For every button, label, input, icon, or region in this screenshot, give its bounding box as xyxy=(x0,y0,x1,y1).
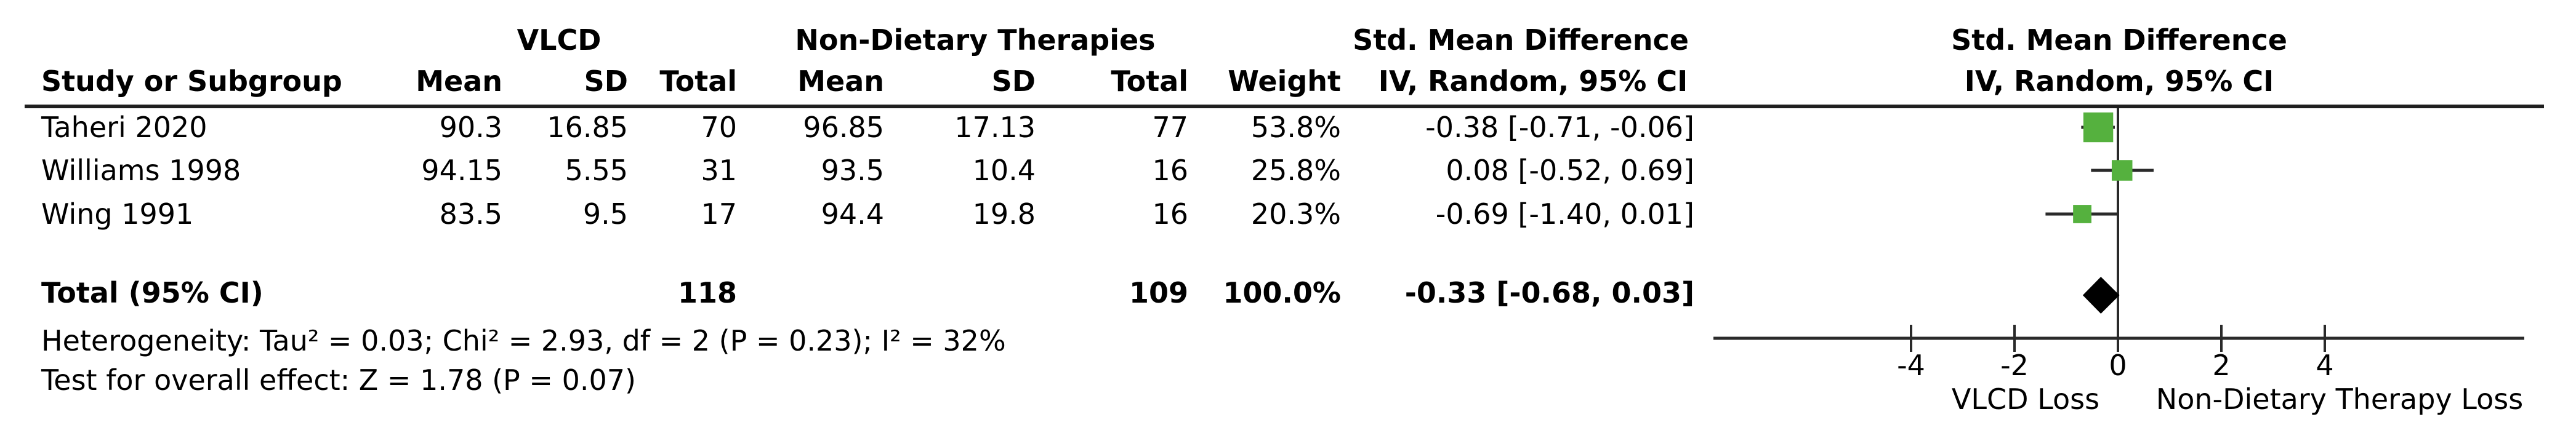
study-square-marker xyxy=(2083,112,2114,143)
sd-vlcd: 9.5 xyxy=(582,197,628,231)
weight-value: 20.3% xyxy=(1250,197,1341,231)
study-square-marker xyxy=(2073,205,2091,223)
total-vlcd: 70 xyxy=(701,111,737,144)
mean-vlcd: 83.5 xyxy=(439,197,502,231)
group-header-vlcd: VLCD xyxy=(517,23,602,57)
axis-tick-label: 0 xyxy=(2109,349,2127,382)
column-header-effect-method: IV, Random, 95% CI xyxy=(1378,65,1688,98)
mean-control: 94.4 xyxy=(821,197,884,231)
axis-tick-label: -2 xyxy=(2000,349,2029,382)
mean-control: 93.5 xyxy=(821,154,884,187)
heterogeneity-note: Heterogeneity: Tau² = 0.03; Chi² = 2.93,… xyxy=(41,324,1006,357)
column-header-total-vlcd: Total xyxy=(659,65,737,98)
effect-ci-value: 0.08 [-0.52, 0.69] xyxy=(1446,154,1694,187)
weight-value: 25.8% xyxy=(1250,154,1341,187)
plot-header-effect-title: Std. Mean Difference xyxy=(1951,23,2287,57)
weight-value: 53.8% xyxy=(1250,111,1341,144)
total-vlcd: 17 xyxy=(701,197,737,231)
effect-ci-value: -0.38 [-0.71, -0.06] xyxy=(1425,111,1694,144)
total-control: 16 xyxy=(1152,197,1188,231)
total-control: 77 xyxy=(1152,111,1188,144)
axis-tick-label: 4 xyxy=(2316,349,2333,382)
total-vlcd: 31 xyxy=(701,154,737,187)
column-header-sd-vlcd: SD xyxy=(584,65,628,98)
header-separator-rule xyxy=(25,105,2544,108)
column-header-weight: Weight xyxy=(1228,65,1341,98)
column-header-sd-control: SD xyxy=(991,65,1036,98)
effect-ci-value: -0.69 [-1.40, 0.01] xyxy=(1435,197,1694,231)
sd-vlcd: 5.55 xyxy=(565,154,628,187)
study-square-marker xyxy=(2111,160,2133,181)
overall-effect-note: Test for overall effect: Z = 1.78 (P = 0… xyxy=(41,363,636,397)
plot-header-effect-method: IV, Random, 95% CI xyxy=(1964,65,2274,98)
axis-tick-label: 2 xyxy=(2212,349,2230,382)
column-header-study: Study or Subgroup xyxy=(41,65,342,98)
total-row-label: Total (95% CI) xyxy=(41,276,264,309)
group-header-non-dietary: Non-Dietary Therapies xyxy=(795,23,1156,57)
sd-control: 17.13 xyxy=(954,111,1036,144)
total-weight-value: 100.0% xyxy=(1223,276,1341,309)
axis-tick-label: -4 xyxy=(1897,349,1925,382)
mean-control: 96.85 xyxy=(803,111,884,144)
mean-vlcd: 90.3 xyxy=(439,111,502,144)
column-header-mean-control: Mean xyxy=(797,65,884,98)
total-control: 16 xyxy=(1152,154,1188,187)
pooled-diamond xyxy=(2082,277,2120,314)
sd-control: 10.4 xyxy=(972,154,1036,187)
axis-caption-right: Non-Dietary Therapy Loss xyxy=(2156,383,2523,416)
column-header-mean-vlcd: Mean xyxy=(416,65,502,98)
column-header-effect-title: Std. Mean Difference xyxy=(1353,23,1689,57)
sd-control: 19.8 xyxy=(972,197,1036,231)
axis-caption-left: VLCD Loss xyxy=(1952,383,2099,416)
study-name: Wing 1991 xyxy=(41,197,194,231)
total-n-vlcd: 118 xyxy=(677,276,737,309)
sd-vlcd: 16.85 xyxy=(547,111,628,144)
total-effect-ci-value: -0.33 [-0.68, 0.03] xyxy=(1404,276,1694,309)
mean-vlcd: 94.15 xyxy=(421,154,502,187)
study-name: Taheri 2020 xyxy=(41,111,207,144)
total-n-control: 109 xyxy=(1129,276,1188,309)
study-name: Williams 1998 xyxy=(41,154,241,187)
column-header-total-control: Total xyxy=(1111,65,1188,98)
